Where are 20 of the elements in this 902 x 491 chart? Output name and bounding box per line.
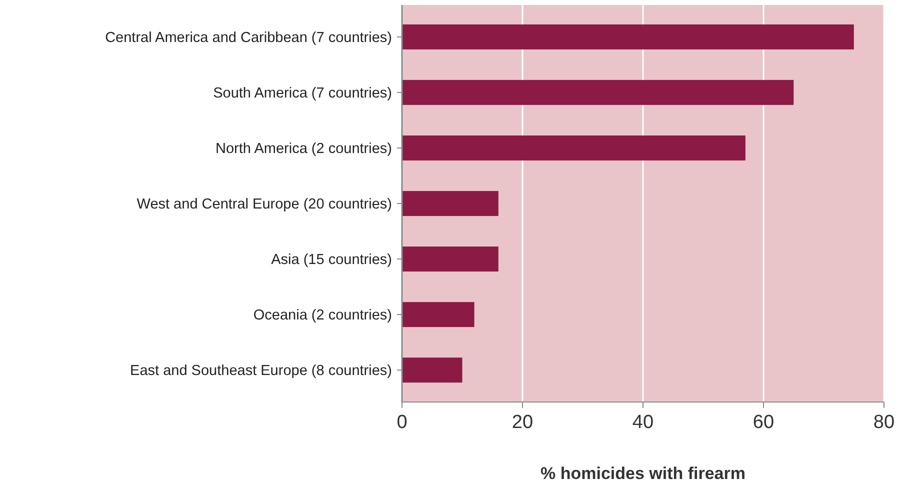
y-tick-label: East and Southeast Europe (8 countries) [130,363,392,380]
x-tick-label: 60 [752,412,774,433]
x-tick-label: 80 [873,412,895,433]
bar [402,246,498,272]
x-tick-label: 40 [632,412,654,433]
y-tick-label: Asia (15 countries) [271,252,392,268]
y-tick-label: South America (7 countries) [213,86,392,102]
bar [402,302,474,328]
bar [402,24,854,50]
bar [402,358,462,383]
y-tick-label: North America (2 countries) [216,141,392,158]
y-tick-label: Central America and Caribbean (7 countries) [105,30,392,46]
bar [402,191,498,216]
x-tick-label: 20 [512,412,534,433]
bar [402,80,794,105]
y-tick-label: West and Central Europe (20 countries) [136,196,392,213]
x-tick-label: 0 [396,412,408,433]
x-axis-title: % homicides with firearm [540,464,746,483]
bar [402,135,746,160]
y-tick-label: Oceania (2 countries) [253,308,392,324]
